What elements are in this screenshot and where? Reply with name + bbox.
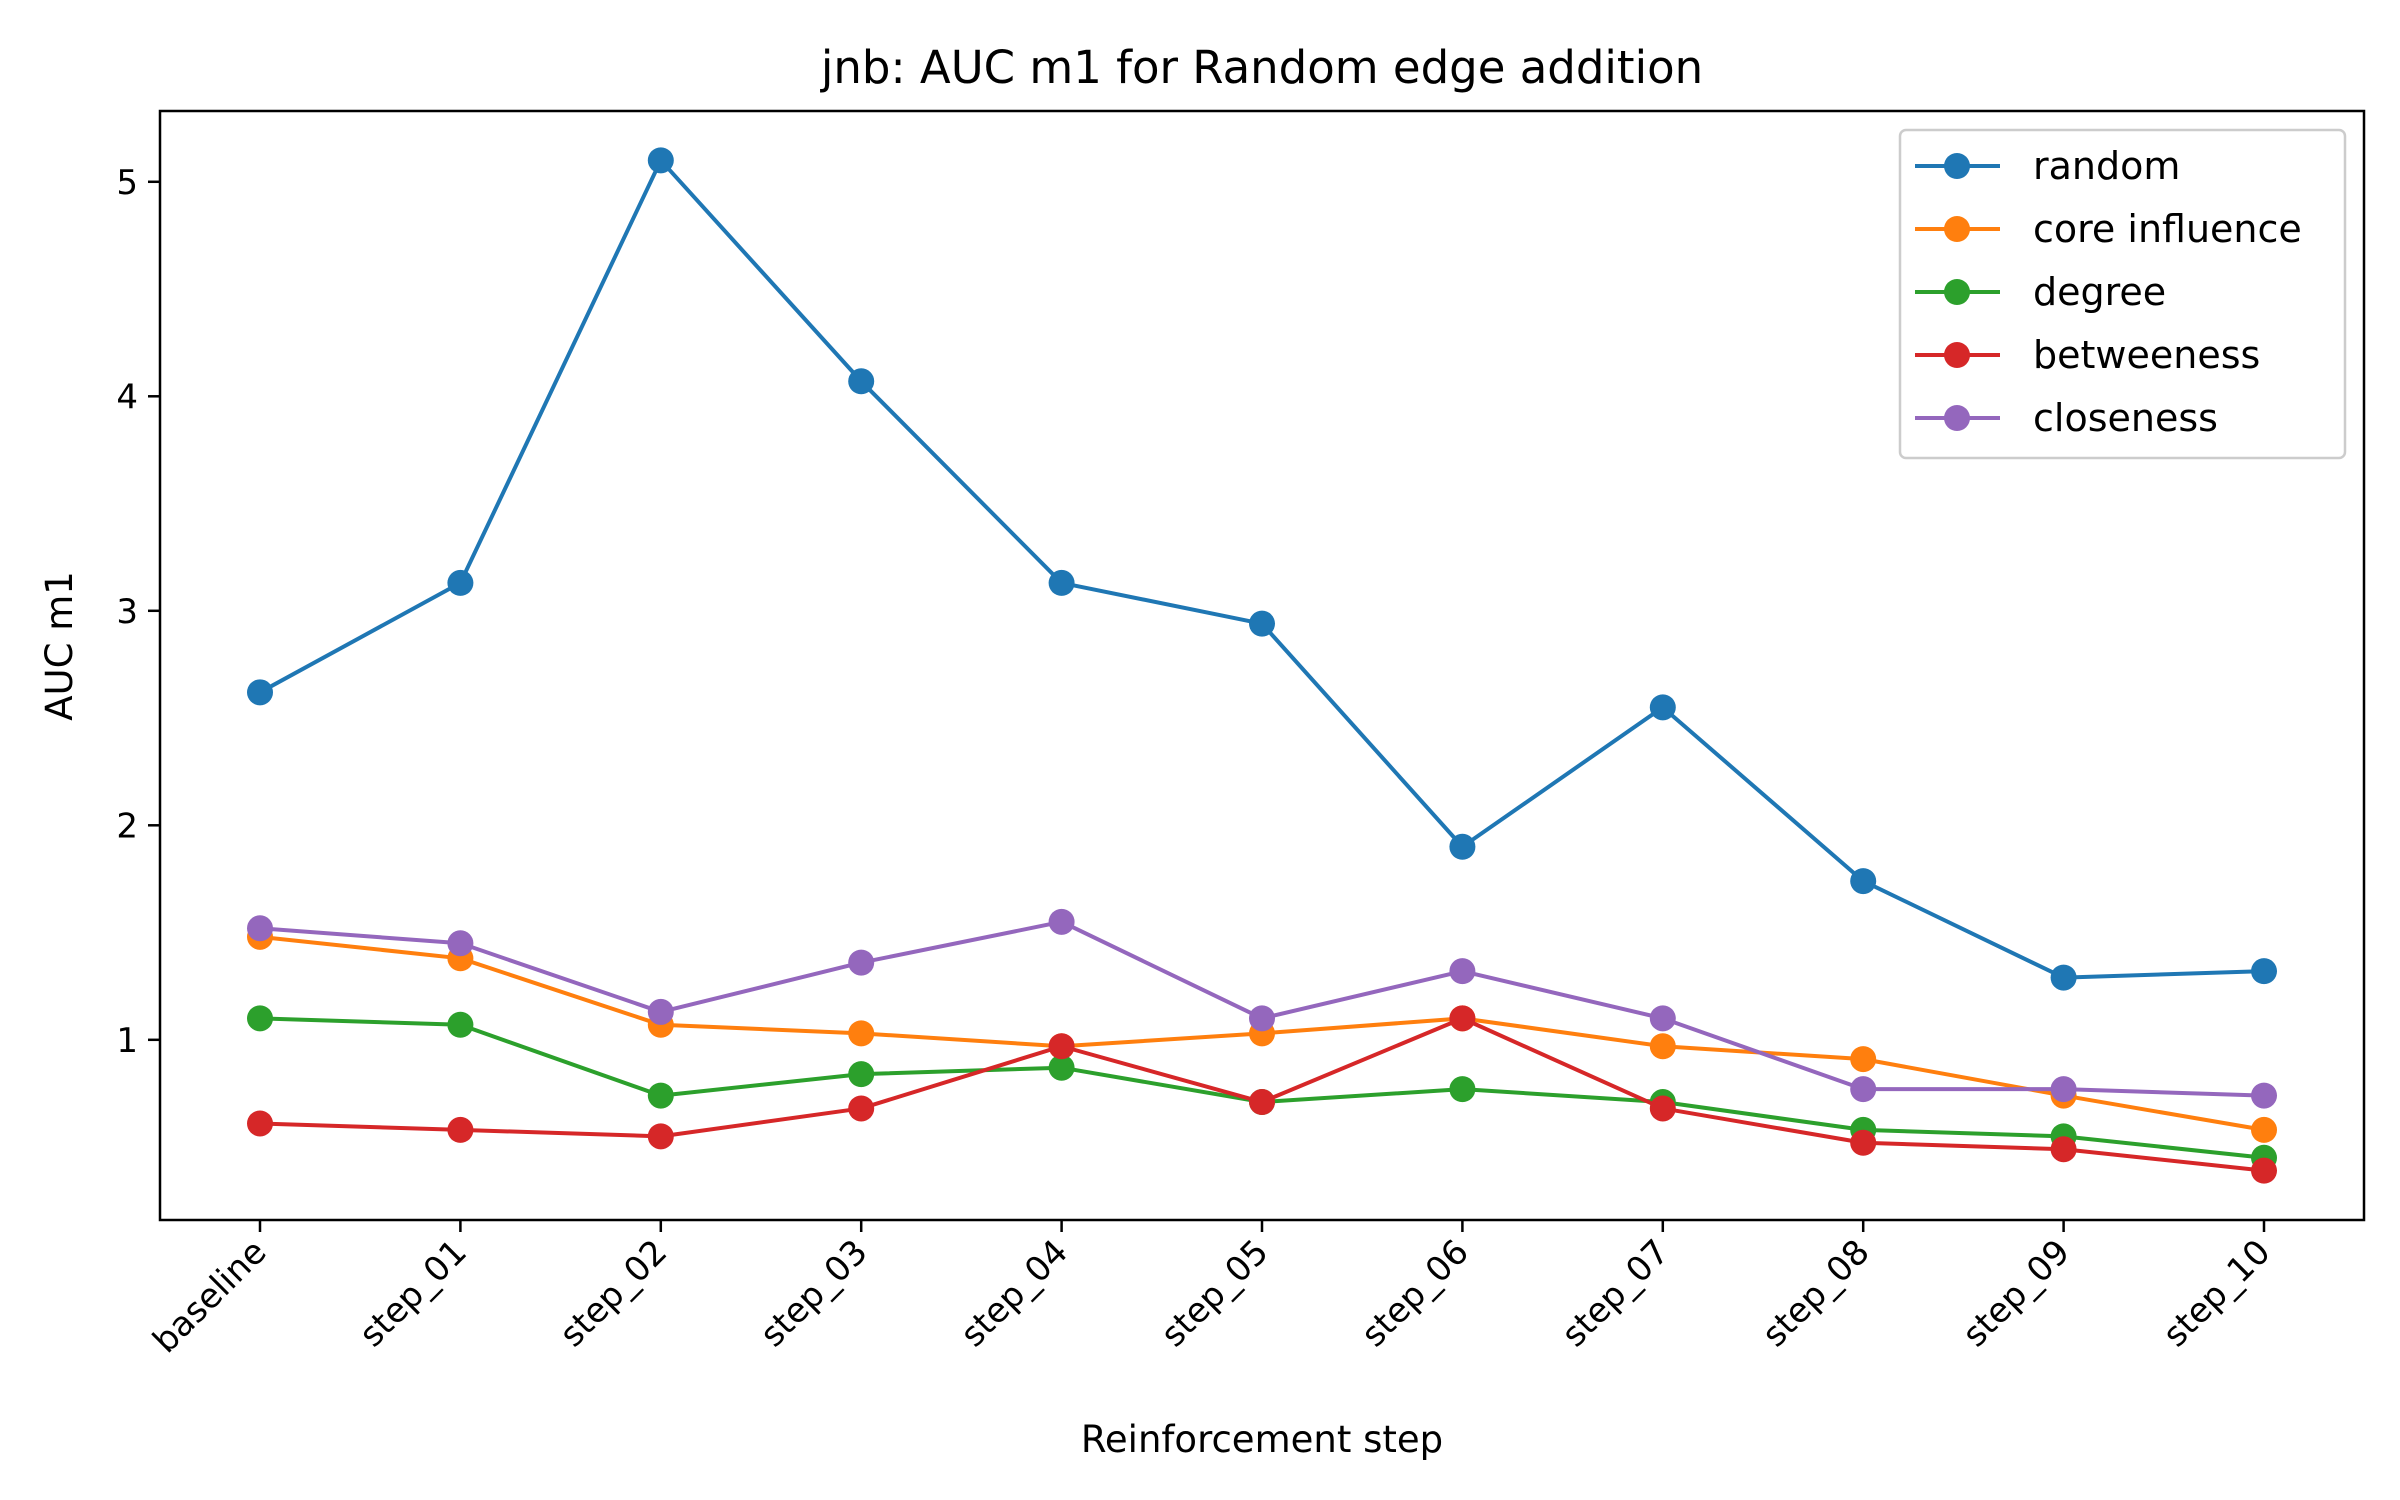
data-point [647,147,674,174]
data-point [447,1011,474,1038]
data-point [1449,958,1476,985]
data-point [1449,833,1476,860]
data-point [247,1005,273,1032]
data-point [2050,1076,2077,1103]
chart-title: jnb: AUC m1 for Random edge addition [820,41,1703,94]
legend-box [1898,128,2347,460]
data-point [2251,1157,2277,1184]
data-point [848,949,875,976]
data-point [1048,1054,1075,1081]
data-point [1850,1046,1877,1073]
data-point [1649,694,1676,721]
data-point [848,1095,875,1122]
data-point [1249,1005,1275,1032]
y-tick-label: 4 [116,377,138,417]
legend-label: core influence [2033,207,2302,251]
legend-marker [1944,342,1970,368]
legend-marker [1944,216,1970,242]
data-point [2251,1116,2277,1143]
data-point [848,368,875,395]
data-point [447,930,474,957]
data-point [2251,1082,2277,1109]
data-point [1449,1076,1476,1103]
y-tick-label: 1 [116,1021,138,1061]
legend-marker [1944,405,1970,431]
data-point [1249,1089,1275,1116]
data-point [1649,1095,1676,1122]
data-point [1649,1033,1676,1060]
legend-label: degree [2033,270,2166,314]
legend-marker [1944,153,1970,179]
data-point [1649,1005,1676,1032]
data-point [1850,1076,1877,1103]
data-point [848,1061,875,1088]
data-point [447,1116,474,1143]
data-point [647,998,674,1025]
data-point [1048,1033,1075,1060]
data-point [1048,908,1075,935]
legend-label: random [2033,144,2180,188]
series-closeness [247,908,2277,1109]
data-point [247,915,273,942]
data-point [647,1123,674,1150]
plot-frame [158,109,2366,1222]
y-axis-label: AUC m1 [38,571,81,721]
data-point [1249,610,1275,637]
data-point [2050,964,2077,991]
data-point [647,1082,674,1109]
x-axis-label: Reinforcement step [1081,1418,1443,1461]
data-point [1449,1005,1476,1032]
data-point [1850,868,1877,895]
series-random [247,147,2277,991]
y-tick-label: 5 [116,163,138,203]
y-tick-label: 3 [116,592,138,632]
data-point [2251,958,2277,985]
series-betweeness [247,1005,2277,1184]
legend-label: betweeness [2033,333,2260,377]
data-point [447,569,474,596]
legend-label: closeness [2033,396,2218,440]
data-point [848,1020,875,1047]
data-point [2050,1136,2077,1163]
data-point [1850,1129,1877,1156]
legend-marker [1944,279,1970,305]
data-point [247,679,273,706]
data-point [247,1110,273,1137]
y-tick-label: 2 [116,806,138,846]
data-point [1048,569,1075,596]
